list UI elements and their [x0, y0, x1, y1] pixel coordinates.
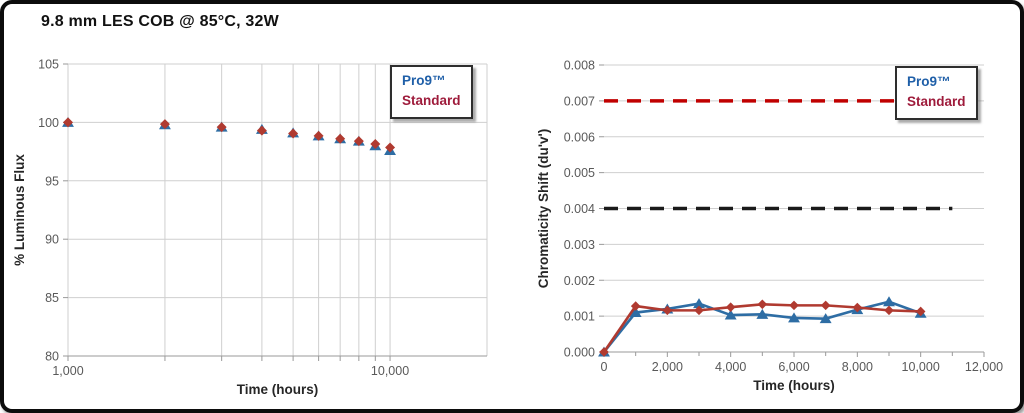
x-tick-label: 2,000: [652, 360, 683, 374]
diamond-marker: [335, 133, 346, 144]
y-axis-title: Chromaticity Shift (du'v'): [536, 129, 551, 288]
triangle-marker: [788, 312, 800, 323]
y-tick-label: 85: [45, 291, 59, 305]
diamond-marker: [288, 128, 299, 139]
x-tick-label: 8,000: [842, 360, 873, 374]
x-tick-label: 10,000: [371, 364, 409, 378]
diamond-marker: [662, 305, 673, 316]
series-standard: [599, 299, 926, 357]
y-tick-label: 0.004: [564, 202, 595, 216]
legend-pro9-label: Pro9™: [907, 74, 951, 89]
chart2-ticks: 0.000 0.001 0.002 0.003 0.004 0.005 0.006 0.007…: [564, 59, 1003, 375]
diamond-marker: [789, 300, 799, 311]
diamond-marker: [820, 300, 831, 311]
diamond-marker: [725, 302, 736, 312]
triangle-marker: [756, 308, 769, 319]
x-axis-title: Time (hours): [237, 382, 319, 397]
legend-box: Pro9™ Standard: [895, 66, 978, 120]
y-tick-label: 0.008: [564, 59, 595, 73]
x-axis-title: Time (hours): [753, 378, 835, 393]
x-tick-label: 10,000: [902, 360, 940, 374]
y-tick-label: 80: [45, 350, 59, 364]
luminous-flux-chart: 80 85 90 95 100 105 1,000 10,000 Time (hours) % L…: [12, 58, 488, 397]
triangle-marker: [629, 307, 642, 318]
diamond-marker: [159, 119, 170, 130]
x-tick-label: 6,000: [778, 360, 809, 374]
chart1-grid: [67, 63, 488, 357]
diamond-marker: [630, 301, 641, 311]
diamond-marker: [63, 117, 73, 128]
legend-standard-label: Standard: [402, 93, 461, 109]
y-tick-label: 0.003: [564, 238, 595, 252]
y-tick-label: 0.006: [564, 130, 595, 144]
series-standard: [63, 117, 396, 153]
legend-pro9-label: Pro9™: [402, 73, 446, 88]
diamond-marker: [852, 302, 863, 313]
y-tick-label: 0.000: [564, 346, 595, 360]
page-title: 9.8 mm LES COB @ 85°C, 32W: [41, 13, 279, 30]
diamond-marker: [256, 125, 267, 136]
y-tick-label: 105: [38, 58, 59, 72]
triangle-marker: [724, 309, 737, 320]
y-tick-label: 90: [45, 233, 59, 247]
diamond-marker: [353, 136, 364, 147]
x-tick-label: 4,000: [715, 360, 746, 374]
triangle-marker: [693, 298, 705, 309]
diamond-marker: [884, 305, 894, 316]
y-tick-label: 0.007: [564, 94, 595, 108]
y-tick-label: 0.001: [564, 310, 595, 324]
x-tick-label: 12,000: [965, 360, 1003, 374]
y-tick-label: 100: [38, 116, 59, 130]
y-tick-label: 0.005: [564, 166, 595, 180]
diamond-marker: [385, 142, 396, 153]
diamond-marker: [915, 306, 926, 317]
triangle-marker: [819, 313, 832, 324]
x-tick-label: 1,000: [52, 364, 83, 378]
legend-standard-label: Standard: [907, 94, 966, 110]
legend-box: Pro9™ Standard: [390, 65, 473, 119]
y-tick-label: 95: [45, 174, 59, 188]
y-axis-title: % Luminous Flux: [12, 154, 27, 266]
chart1-ticks: 80 85 90 95 100 105 1,000 10,000: [38, 58, 409, 379]
y-tick-label: 0.002: [564, 274, 595, 288]
chromaticity-shift-chart: 0.000 0.001 0.002 0.003 0.004 0.005 0.006 0.007…: [536, 59, 1003, 394]
diamond-marker: [370, 139, 381, 150]
triangle-marker: [883, 296, 895, 307]
x-tick-label: 0: [601, 360, 608, 374]
diamond-marker: [313, 130, 324, 141]
diamond-marker: [757, 299, 768, 310]
diamond-marker: [216, 122, 227, 133]
